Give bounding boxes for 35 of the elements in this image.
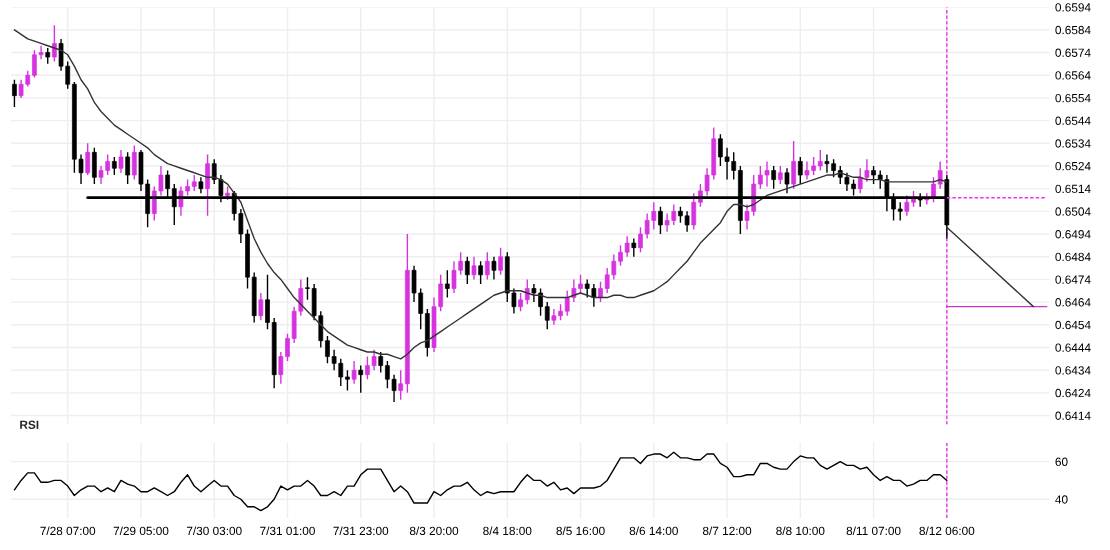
y-tick-label: 0.6554 — [1055, 93, 1091, 103]
x-tick-label: 8/6 14:00 — [629, 526, 678, 536]
y-tick-label: 0.6574 — [1055, 48, 1091, 57]
y-tick-label: 0.6444 — [1055, 343, 1091, 352]
y-tick-label: 0.6424 — [1055, 388, 1091, 398]
x-tick-label: 7/31 01:00 — [260, 526, 315, 536]
y-tick-label: 0.6474 — [1055, 275, 1091, 284]
y-tick-label: 0.6534 — [1055, 139, 1091, 148]
x-tick-label: 7/30 03:00 — [186, 526, 242, 536]
y-tick-label: 0.6584 — [1055, 25, 1091, 35]
y-tick-label: 0.6514 — [1055, 184, 1091, 194]
x-tick-label: 8/8 10:00 — [776, 526, 825, 536]
y-tick-label: 0.6494 — [1055, 230, 1091, 239]
y-tick-label: 0.6594 — [1055, 3, 1091, 12]
y-tick-label: 0.6504 — [1055, 207, 1091, 216]
y-tick-label: 0.6564 — [1055, 71, 1091, 80]
y-tick-label: 0.6524 — [1055, 162, 1091, 171]
y-tick-label: 0.6544 — [1055, 116, 1091, 125]
chart-title: RSI — [20, 420, 39, 429]
y-tick-label: 0.6484 — [1055, 252, 1091, 262]
y-tick-label: 40 — [1055, 495, 1068, 504]
x-tick-label: 8/12 06:00 — [919, 526, 975, 536]
x-tick-label: 7/29 05:00 — [113, 526, 169, 536]
x-tick-label: 7/31 23:00 — [333, 526, 389, 536]
y-tick-label: 0.6464 — [1055, 298, 1091, 307]
y-tick-label: 0.6454 — [1055, 320, 1091, 330]
y-tick-label: 60 — [1055, 457, 1068, 466]
x-tick-label: 7/28 07:00 — [40, 526, 96, 536]
x-tick-label: 8/4 18:00 — [483, 526, 532, 536]
x-tick-label: 8/11 07:00 — [846, 526, 901, 536]
x-tick-label: 8/5 16:00 — [556, 526, 605, 536]
x-tick-label: 8/3 20:00 — [409, 526, 459, 536]
y-tick-label: 0.6414 — [1055, 411, 1091, 420]
y-tick-label: 0.6434 — [1055, 366, 1091, 375]
x-tick-label: 8/7 12:00 — [702, 526, 752, 536]
